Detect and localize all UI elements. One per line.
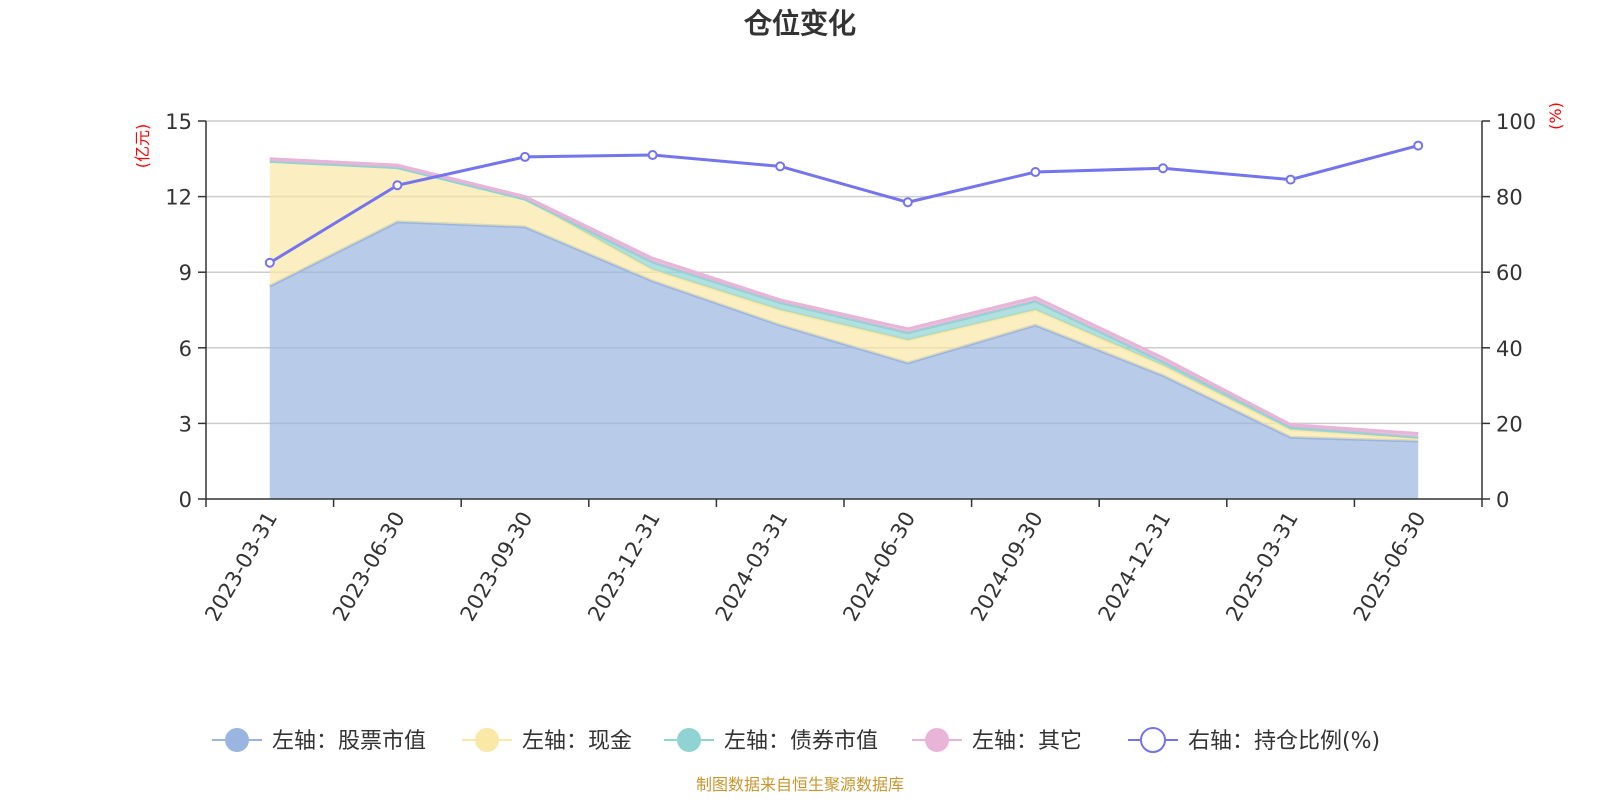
legend-label: 左轴：股票市值 xyxy=(272,729,426,754)
left-axis-tick-label: 6 xyxy=(179,337,192,361)
x-axis-tick-label: 2024-09-30 xyxy=(966,508,1048,626)
ratio-point xyxy=(1158,163,1168,174)
x-axis-tick-label: 2024-12-31 xyxy=(1094,508,1176,626)
legend-marker-icon xyxy=(925,728,949,752)
area-左轴：现金 xyxy=(269,161,1419,442)
left-axis-tick-label: 3 xyxy=(179,412,192,436)
x-axis-tick-label: 2023-06-30 xyxy=(328,508,410,626)
x-axis-tick-label: 2025-03-31 xyxy=(1221,508,1303,626)
x-axis-tick-label: 2023-03-31 xyxy=(200,508,282,626)
ratio-point xyxy=(902,197,913,208)
x-axis-tick-label: 2024-06-30 xyxy=(838,508,920,626)
x-axis-tick-label: 2025-06-30 xyxy=(1349,508,1431,626)
left-axis-unit: (亿元) xyxy=(133,124,152,169)
area-edge-左轴：其它 xyxy=(269,157,1419,435)
left-axis-tick-label: 12 xyxy=(165,186,192,210)
ratio-point xyxy=(647,150,658,161)
legend-label: 左轴：现金 xyxy=(522,729,632,754)
right-axis-tick-label: 60 xyxy=(1496,261,1523,285)
ratio-point xyxy=(775,161,786,172)
ratio-line xyxy=(269,144,1419,265)
area-左轴：股票市值 xyxy=(269,221,1419,500)
left-axis-tick-label: 0 xyxy=(179,488,192,512)
right-axis-tick-label: 80 xyxy=(1496,186,1523,210)
x-axis-tick-label: 2023-12-31 xyxy=(583,508,665,626)
legend-marker-icon xyxy=(225,728,249,752)
right-axis-tick-label: 0 xyxy=(1496,488,1509,512)
right-axis-tick-label: 40 xyxy=(1496,337,1523,361)
data-source-note: 制图数据来自恒生聚源数据库 xyxy=(696,775,904,794)
x-axis-tick-label: 2023-09-30 xyxy=(456,508,538,626)
ratio-point xyxy=(264,257,275,268)
legend-label: 右轴：持仓比例(%) xyxy=(1188,729,1380,754)
legend-marker-icon xyxy=(1140,727,1166,753)
x-axis-tick-label: 2024-03-31 xyxy=(711,508,793,626)
right-axis-tick-label: 20 xyxy=(1496,412,1523,436)
stacked-areas xyxy=(269,157,1419,500)
legend-marker-icon xyxy=(677,728,701,752)
right-axis-tick-label: 100 xyxy=(1496,110,1536,134)
ratio-point xyxy=(520,151,530,162)
left-axis-tick-label: 15 xyxy=(165,110,192,134)
ratio-point xyxy=(1285,174,1296,185)
legend-label: 左轴：其它 xyxy=(972,729,1082,754)
legend-marker-icon xyxy=(475,728,499,752)
ratio-point xyxy=(1413,140,1424,151)
legend-label: 左轴：债券市值 xyxy=(724,729,878,754)
legend: 左轴：股票市值 左轴：现金 左轴：债券市值 左轴：其它 右轴：持仓比例(%) xyxy=(212,727,1380,754)
left-axis-tick-label: 9 xyxy=(179,261,192,285)
right-axis-unit: (%) xyxy=(1546,102,1565,130)
ratio-point xyxy=(1030,167,1041,178)
ratio-point xyxy=(392,180,403,191)
chart-title: 仓位变化 xyxy=(744,7,856,40)
ratio-line-layer xyxy=(264,140,1424,268)
